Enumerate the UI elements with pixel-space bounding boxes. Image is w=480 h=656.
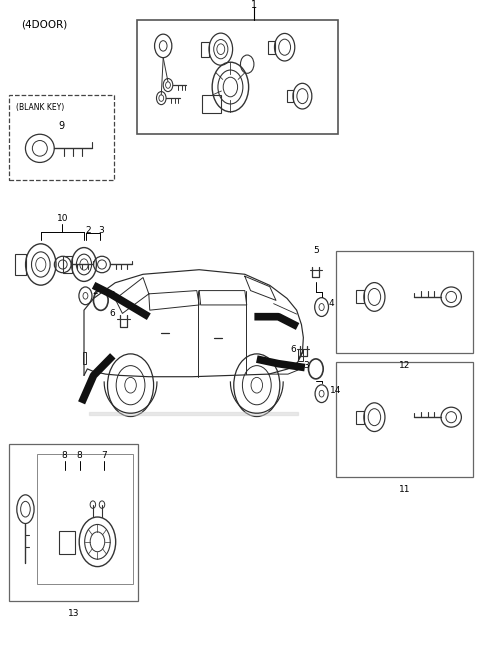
Text: 3: 3 <box>303 361 309 370</box>
Bar <box>9 95 114 180</box>
Text: 10: 10 <box>57 215 68 223</box>
Text: 7: 7 <box>101 451 107 460</box>
Text: 2: 2 <box>85 226 91 235</box>
Text: 8: 8 <box>77 451 83 460</box>
Text: 14: 14 <box>330 386 342 395</box>
Text: 3: 3 <box>98 226 104 235</box>
Bar <box>63 256 72 274</box>
Bar <box>202 95 221 113</box>
Text: 6: 6 <box>109 309 115 318</box>
Bar <box>336 362 473 476</box>
Text: 12: 12 <box>399 361 410 370</box>
Bar <box>9 444 138 600</box>
Bar <box>201 42 209 56</box>
Bar <box>37 454 133 584</box>
Text: 9: 9 <box>59 121 64 131</box>
Bar <box>137 20 338 134</box>
Text: 5: 5 <box>313 247 319 255</box>
Text: (BLANK KEY): (BLANK KEY) <box>16 103 64 112</box>
Bar <box>356 411 364 424</box>
Bar <box>268 41 275 54</box>
Text: 6: 6 <box>290 345 296 354</box>
Text: 11: 11 <box>399 485 410 494</box>
Text: 1: 1 <box>251 1 257 10</box>
Bar <box>356 291 364 304</box>
Text: 4: 4 <box>329 299 335 308</box>
Text: 3: 3 <box>109 291 115 300</box>
Bar <box>59 531 74 554</box>
Bar <box>83 352 86 363</box>
Bar <box>15 254 25 276</box>
Bar <box>298 349 303 361</box>
Text: 8: 8 <box>61 451 67 460</box>
Bar <box>287 91 293 102</box>
Text: 13: 13 <box>68 609 79 618</box>
Bar <box>336 251 473 352</box>
Text: (4DOOR): (4DOOR) <box>22 20 68 30</box>
Text: 2: 2 <box>93 287 98 297</box>
